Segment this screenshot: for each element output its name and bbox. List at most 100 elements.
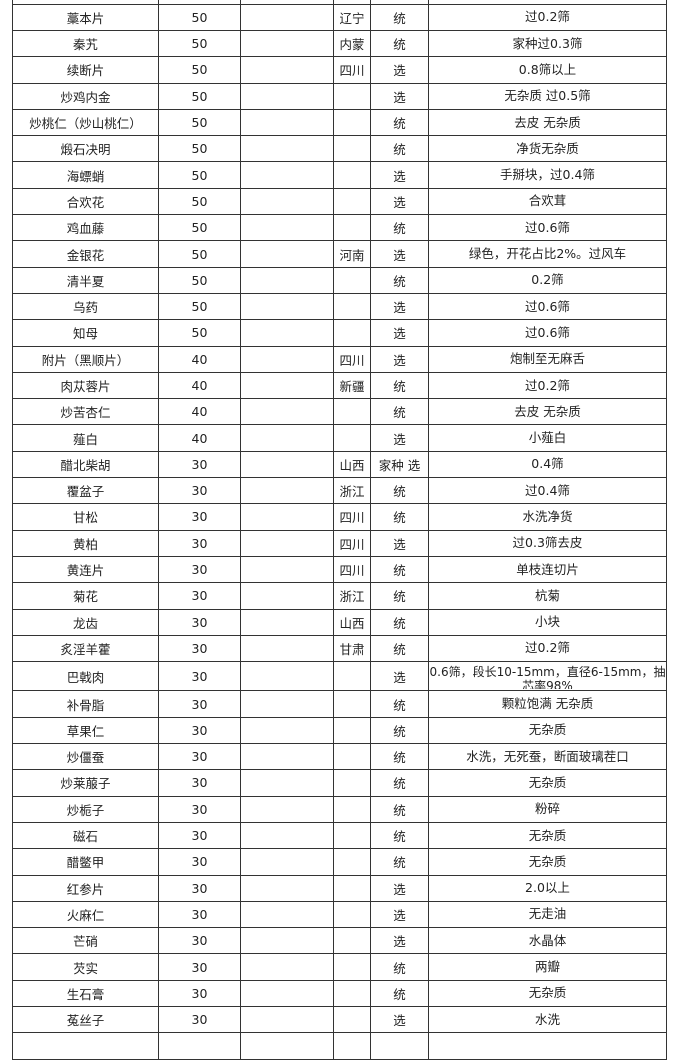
cell-name: 覆盆子 [12,477,159,505]
cell-spec: 无走油 [428,900,667,929]
cell-name: 清半夏 [12,266,159,294]
cell-spec: 杭菊 [428,582,667,610]
cell-grade: 选 [370,319,429,347]
table-row [12,1032,667,1060]
cell-grade: 选 [370,161,429,189]
cell-name: 煅石决明 [12,135,159,163]
table-row: 巴戟肉 30 选 0.6筛，段长10-15mm，直径6-15mm，抽芯率98% [12,661,667,692]
cell-spec: 去皮 无杂质 [428,108,667,137]
table-row: 清半夏 50 统 0.2筛 [12,266,667,294]
cell-blank [240,187,334,216]
cell-qty: 50 [158,266,241,294]
cell-qty: 30 [158,979,241,1007]
cell-name: 菊花 [12,582,159,610]
table-row: 肉苁蓉片 40 新疆统过0.2筛 [12,371,667,400]
table-row: 知母 50 选过0.6筛 [12,319,667,347]
cell-grade: 统 [370,634,429,663]
cell-grade: 统 [370,582,429,610]
cell-spec: 粉碎 [428,795,667,823]
cell-name: 藁本片 [12,3,159,32]
cell-name: 薤白 [12,424,159,452]
cell-name: 金银花 [12,240,159,268]
cell-blank [240,1032,334,1060]
cell-grade: 统 [370,503,429,531]
cell-blank [240,29,334,58]
cell-origin [333,424,371,452]
cell-spec: 过0.4筛 [428,477,667,505]
cell-grade: 选 [370,1005,429,1034]
table-row: 火麻仁 30 选无走油 [12,900,667,929]
cell-spec: 合欢茸 [428,187,667,216]
cell-spec: 2.0以上 [428,874,667,902]
cell-qty: 30 [158,582,241,610]
table-row: 薤白 40 选小薤白 [12,424,667,452]
cell-blank [240,979,334,1007]
cell-name: 巴戟肉 [12,661,159,692]
cell-name: 海螵蛸 [12,161,159,189]
cell-blank [240,555,334,584]
cell-qty: 30 [158,690,241,718]
cell-spec: 去皮 无杂质 [428,398,667,426]
cell-grade: 选 [370,56,429,84]
cell-grade: 家种 选 [370,450,429,479]
cell-qty: 50 [158,214,241,242]
cell-blank [240,821,334,850]
cell-blank [240,108,334,137]
cell-blank [240,503,334,531]
cell-origin [333,187,371,216]
cell-origin: 山西 [333,450,371,479]
cell-spec: 过0.2筛 [428,634,667,663]
cell-grade: 选 [370,927,429,955]
cell-origin [333,900,371,929]
cell-spec: 水洗，无死蚕，断面玻璃茬口 [428,743,667,771]
cell-name: 黄柏 [12,529,159,557]
cell-blank [240,634,334,663]
cell-grade: 选 [370,240,429,268]
cell-blank [240,874,334,902]
cell-origin [333,743,371,771]
cell-qty: 50 [158,240,241,268]
cell-origin [333,821,371,850]
cell-qty: 50 [158,29,241,58]
cell-origin [333,82,371,110]
cell-qty: 30 [158,529,241,557]
cell-spec: 0.4筛 [428,450,667,479]
cell-blank [240,477,334,505]
table-row: 芡实 30 统两瓣 [12,953,667,981]
cell-blank [240,371,334,400]
cell-spec: 过0.6筛 [428,214,667,242]
cell-origin [333,690,371,718]
cell-blank [240,716,334,745]
cell-grade [370,1032,429,1060]
cell-qty: 30 [158,927,241,955]
cell-blank [240,424,334,452]
cell-origin [333,1005,371,1034]
cell-grade: 选 [370,82,429,110]
cell-name: 附片（黑顺片） [12,345,159,373]
cell-blank [240,56,334,84]
cell-qty: 30 [158,795,241,823]
cell-grade: 统 [370,555,429,584]
cell-qty: 50 [158,319,241,347]
table-row: 菟丝子 30 选水洗 [12,1005,667,1034]
cell-grade: 统 [370,608,429,636]
table-row: 秦艽 50 内蒙统家种过0.3筛 [12,29,667,58]
cell-name: 肉苁蓉片 [12,371,159,400]
cell-qty: 30 [158,450,241,479]
cell-spec [428,1032,667,1060]
cell-origin: 四川 [333,56,371,84]
cell-grade: 统 [370,690,429,718]
cell-origin [333,716,371,745]
cell-origin [333,398,371,426]
cell-grade: 选 [370,424,429,452]
cell-origin: 内蒙 [333,29,371,58]
cell-blank [240,769,334,797]
cell-spec: 净货无杂质 [428,135,667,163]
cell-qty: 40 [158,371,241,400]
table-row: 炒栀子 30 统粉碎 [12,795,667,823]
table-row: 黄连片 30 四川统单枝连切片 [12,555,667,584]
cell-qty: 30 [158,769,241,797]
cell-blank [240,743,334,771]
table-row: 附片（黑顺片） 40 四川选炮制至无麻舌 [12,345,667,373]
cell-qty: 40 [158,398,241,426]
